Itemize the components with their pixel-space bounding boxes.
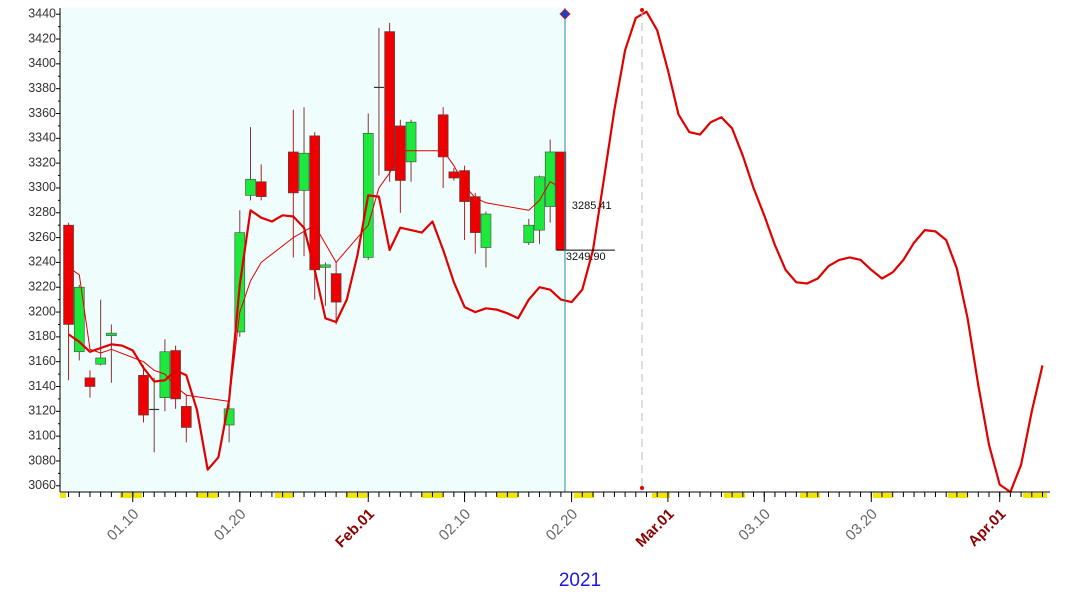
candle-body bbox=[138, 375, 149, 416]
axis-strip bbox=[800, 493, 820, 498]
axis-strip bbox=[574, 493, 594, 498]
marks-layer: 3285.41 3249.90 bbox=[63, 10, 1044, 494]
y-tick-label: 3340 bbox=[28, 131, 56, 145]
candle-body bbox=[245, 178, 256, 196]
candle-body bbox=[298, 152, 310, 191]
y-tick-label: 3080 bbox=[28, 453, 56, 467]
candle-body bbox=[534, 176, 545, 231]
y-tick-label: 3380 bbox=[28, 81, 56, 95]
candle-body bbox=[309, 135, 321, 271]
price-label: 3285.41 bbox=[572, 200, 612, 212]
axis-strip bbox=[1023, 493, 1047, 498]
candle-body bbox=[73, 286, 85, 353]
y-tick-label: 3200 bbox=[28, 304, 56, 318]
candle-body bbox=[223, 408, 235, 426]
candle-body bbox=[288, 151, 299, 194]
y-tick-label: 3160 bbox=[28, 354, 56, 368]
candle-body bbox=[180, 406, 192, 428]
y-tick-label: 3120 bbox=[28, 404, 56, 418]
candle-body bbox=[480, 213, 492, 248]
candle-body bbox=[544, 151, 556, 207]
candle-body bbox=[437, 114, 449, 158]
y-tick-label: 3400 bbox=[28, 56, 56, 70]
y-tick-label: 3240 bbox=[28, 255, 56, 269]
candle-body bbox=[405, 121, 417, 163]
peak-dot bbox=[640, 8, 644, 12]
y-tick-label: 3060 bbox=[28, 478, 56, 492]
y-tick-label: 3220 bbox=[28, 280, 56, 294]
y-tick-label: 3100 bbox=[28, 428, 56, 442]
y-tick-label: 3360 bbox=[28, 106, 56, 120]
candle-body bbox=[523, 224, 535, 243]
candle-body bbox=[555, 151, 567, 251]
axis-strip bbox=[120, 493, 142, 498]
axis-strip bbox=[948, 493, 968, 498]
today-marker bbox=[559, 8, 571, 20]
candle-body bbox=[384, 31, 395, 171]
line-series bbox=[67, 10, 1044, 494]
y-tick-label: 3420 bbox=[28, 31, 56, 45]
y-tick-label: 3300 bbox=[28, 180, 56, 194]
axis-strip bbox=[275, 493, 293, 498]
candle-body bbox=[84, 377, 96, 387]
y-tick-label: 3440 bbox=[28, 7, 56, 21]
axis-strip bbox=[652, 493, 670, 498]
y-tick-label: 3180 bbox=[28, 329, 56, 343]
x-axis-label: 2021 bbox=[559, 570, 601, 591]
candle-body bbox=[469, 196, 481, 233]
axis-strip bbox=[724, 493, 745, 498]
candle-body bbox=[330, 273, 342, 303]
candle-body bbox=[106, 332, 117, 336]
candle-body bbox=[95, 357, 106, 365]
candle-body bbox=[255, 181, 267, 197]
candle-body bbox=[395, 125, 406, 181]
axis-strip bbox=[873, 493, 893, 498]
axis-strip bbox=[60, 493, 66, 498]
candle-body bbox=[63, 224, 74, 325]
candle-body bbox=[320, 264, 331, 268]
y-tick-label: 3280 bbox=[28, 205, 56, 219]
y-tick-label: 3320 bbox=[28, 155, 56, 169]
line-series bbox=[68, 150, 562, 402]
y-tick-label: 3140 bbox=[28, 379, 56, 393]
peak-dot bbox=[640, 486, 644, 490]
y-tick-label: 3260 bbox=[28, 230, 56, 244]
price-label: 3249.90 bbox=[566, 251, 606, 263]
axis-strip bbox=[346, 493, 367, 498]
